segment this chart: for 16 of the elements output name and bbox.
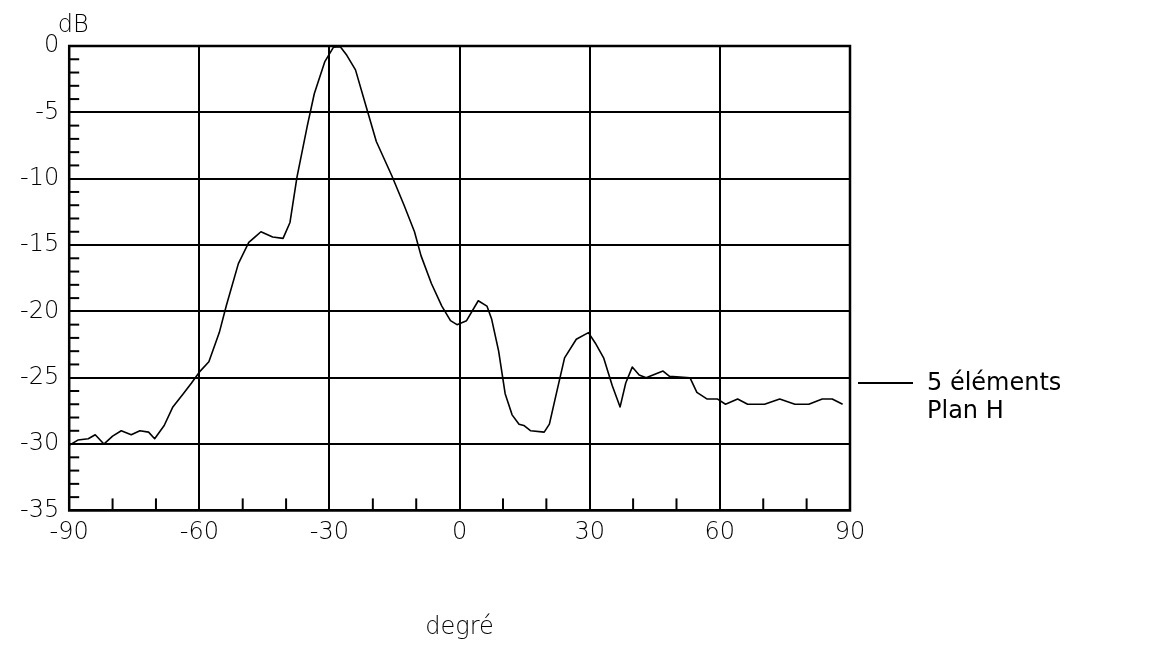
y-axis-title: dB — [57, 10, 89, 39]
y-tick-label: -5 — [35, 96, 60, 125]
x-tick-label: 60 — [704, 517, 736, 546]
x-tick-label: -60 — [179, 517, 219, 546]
y-tick-label: -20 — [20, 295, 60, 324]
legend-label: 5 éléments Plan H — [927, 368, 1063, 424]
x-tick-label: 90 — [834, 517, 866, 546]
x-tick-label: 0 — [451, 517, 468, 546]
y-tick-label: -15 — [20, 229, 60, 258]
x-tick-label: 30 — [574, 517, 606, 546]
y-tick-label: -25 — [20, 361, 60, 390]
x-tick-label: -30 — [309, 517, 350, 546]
y-tick-label: 0 — [43, 30, 60, 59]
y-tick-label: -30 — [20, 428, 60, 457]
x-axis-title: degré — [425, 611, 494, 640]
y-tick-label: -10 — [20, 162, 60, 191]
